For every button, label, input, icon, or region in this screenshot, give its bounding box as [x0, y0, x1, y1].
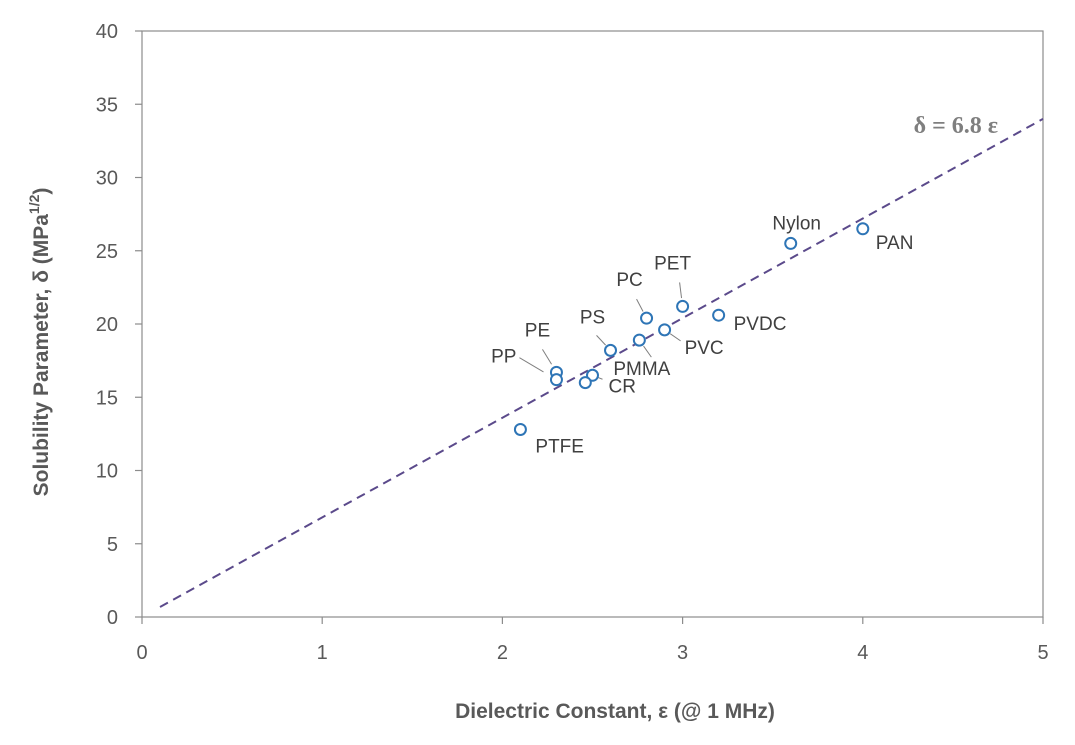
point-label: PAN: [876, 233, 914, 254]
data-point: [658, 323, 672, 337]
y-tick-label: 40: [96, 21, 118, 43]
y-tick-label: 25: [96, 241, 118, 263]
y-tick-label: 0: [107, 607, 118, 629]
x-tick-label: 1: [317, 642, 328, 664]
leader-line: [542, 349, 552, 365]
data-point: [604, 343, 618, 357]
leader-line: [519, 357, 544, 373]
leader-line: [636, 298, 644, 312]
y-tick-label: 30: [96, 168, 118, 190]
y-axis-ticks: 0 5 10 15 20 25 30 35 40: [96, 21, 142, 629]
x-tick-label: 4: [857, 642, 868, 664]
y-tick-label: 15: [96, 387, 118, 409]
point-label: Nylon: [772, 213, 821, 234]
x-tick-label: 3: [677, 642, 688, 664]
point-label: PE: [525, 320, 550, 341]
x-axis-ticks: 0 1 2 3 4 5: [136, 617, 1049, 664]
data-point: [578, 376, 592, 390]
point-label: PET: [654, 253, 691, 274]
data-point: [676, 299, 690, 313]
label-leader-lines: [519, 282, 683, 380]
x-axis-title: Dielectric Constant, ε (@ 1 MHz): [455, 700, 775, 723]
data-points: [513, 222, 870, 436]
y-tick-label: 20: [96, 314, 118, 336]
data-point: [784, 236, 798, 250]
data-point: [640, 311, 654, 325]
point-label: PP: [491, 347, 516, 368]
point-label: PS: [580, 307, 605, 328]
data-point: [632, 333, 646, 347]
point-label: PVDC: [734, 314, 787, 335]
y-tick-label: 5: [107, 534, 118, 556]
leader-line: [596, 335, 606, 346]
y-axis-title: Solubility Parameter, δ (MPa1/2): [26, 188, 53, 497]
x-tick-label: 5: [1037, 642, 1048, 664]
leader-line: [643, 345, 652, 358]
data-point: [856, 222, 870, 236]
point-label: PMMA: [613, 359, 670, 380]
point-label: PC: [616, 270, 642, 291]
data-point: [549, 373, 563, 387]
fit-line: [159, 118, 1044, 608]
x-tick-label: 2: [497, 642, 508, 664]
point-label: PTFE: [535, 436, 584, 457]
data-point: [712, 308, 726, 322]
leader-line: [679, 282, 683, 299]
point-label: PVC: [685, 338, 724, 359]
fit-line-label: δ = 6.8 ε: [914, 113, 998, 139]
leader-line: [669, 333, 681, 342]
x-tick-label: 0: [136, 642, 147, 664]
point-label: CR: [609, 376, 636, 397]
data-point-labels: Nylon PAN PET PC PVDC PS PVC PMMA PE PP CR PTFE: [491, 213, 913, 457]
y-tick-label: 35: [96, 94, 118, 116]
y-tick-label: 10: [96, 461, 118, 483]
data-point: [513, 422, 527, 436]
